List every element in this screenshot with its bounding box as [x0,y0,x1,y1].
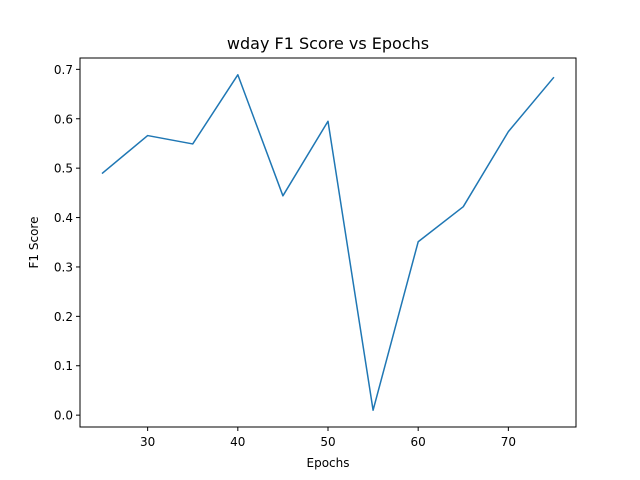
y-tick-label: 0.5 [54,162,73,176]
x-tick-label: 50 [320,435,335,449]
y-tick-label: 0.1 [54,359,73,373]
x-tick-label: 30 [140,435,155,449]
plot-frame [79,57,577,428]
y-tick-label: 0.3 [54,260,73,274]
y-axis: 0.0 0.1 0.2 0.3 0.4 0.5 0.6 0.7 [54,63,80,423]
series-line-0 [101,74,555,411]
y-axis-label: F1 Score [27,217,41,269]
y-tick-label: 0.4 [54,211,73,225]
y-tick-label: 0.6 [54,112,73,126]
x-axis-label: Epochs [307,456,350,470]
x-tick-label: 70 [501,435,516,449]
plot-area [101,74,555,411]
x-tick-label: 60 [411,435,426,449]
y-tick-label: 0.7 [54,63,73,77]
y-tick-label: 0.0 [54,409,73,423]
x-tick-label: 40 [230,435,245,449]
x-axis: 30 40 50 60 70 [140,427,516,449]
y-tick-label: 0.2 [54,310,73,324]
chart-title: wday F1 Score vs Epochs [227,34,429,53]
